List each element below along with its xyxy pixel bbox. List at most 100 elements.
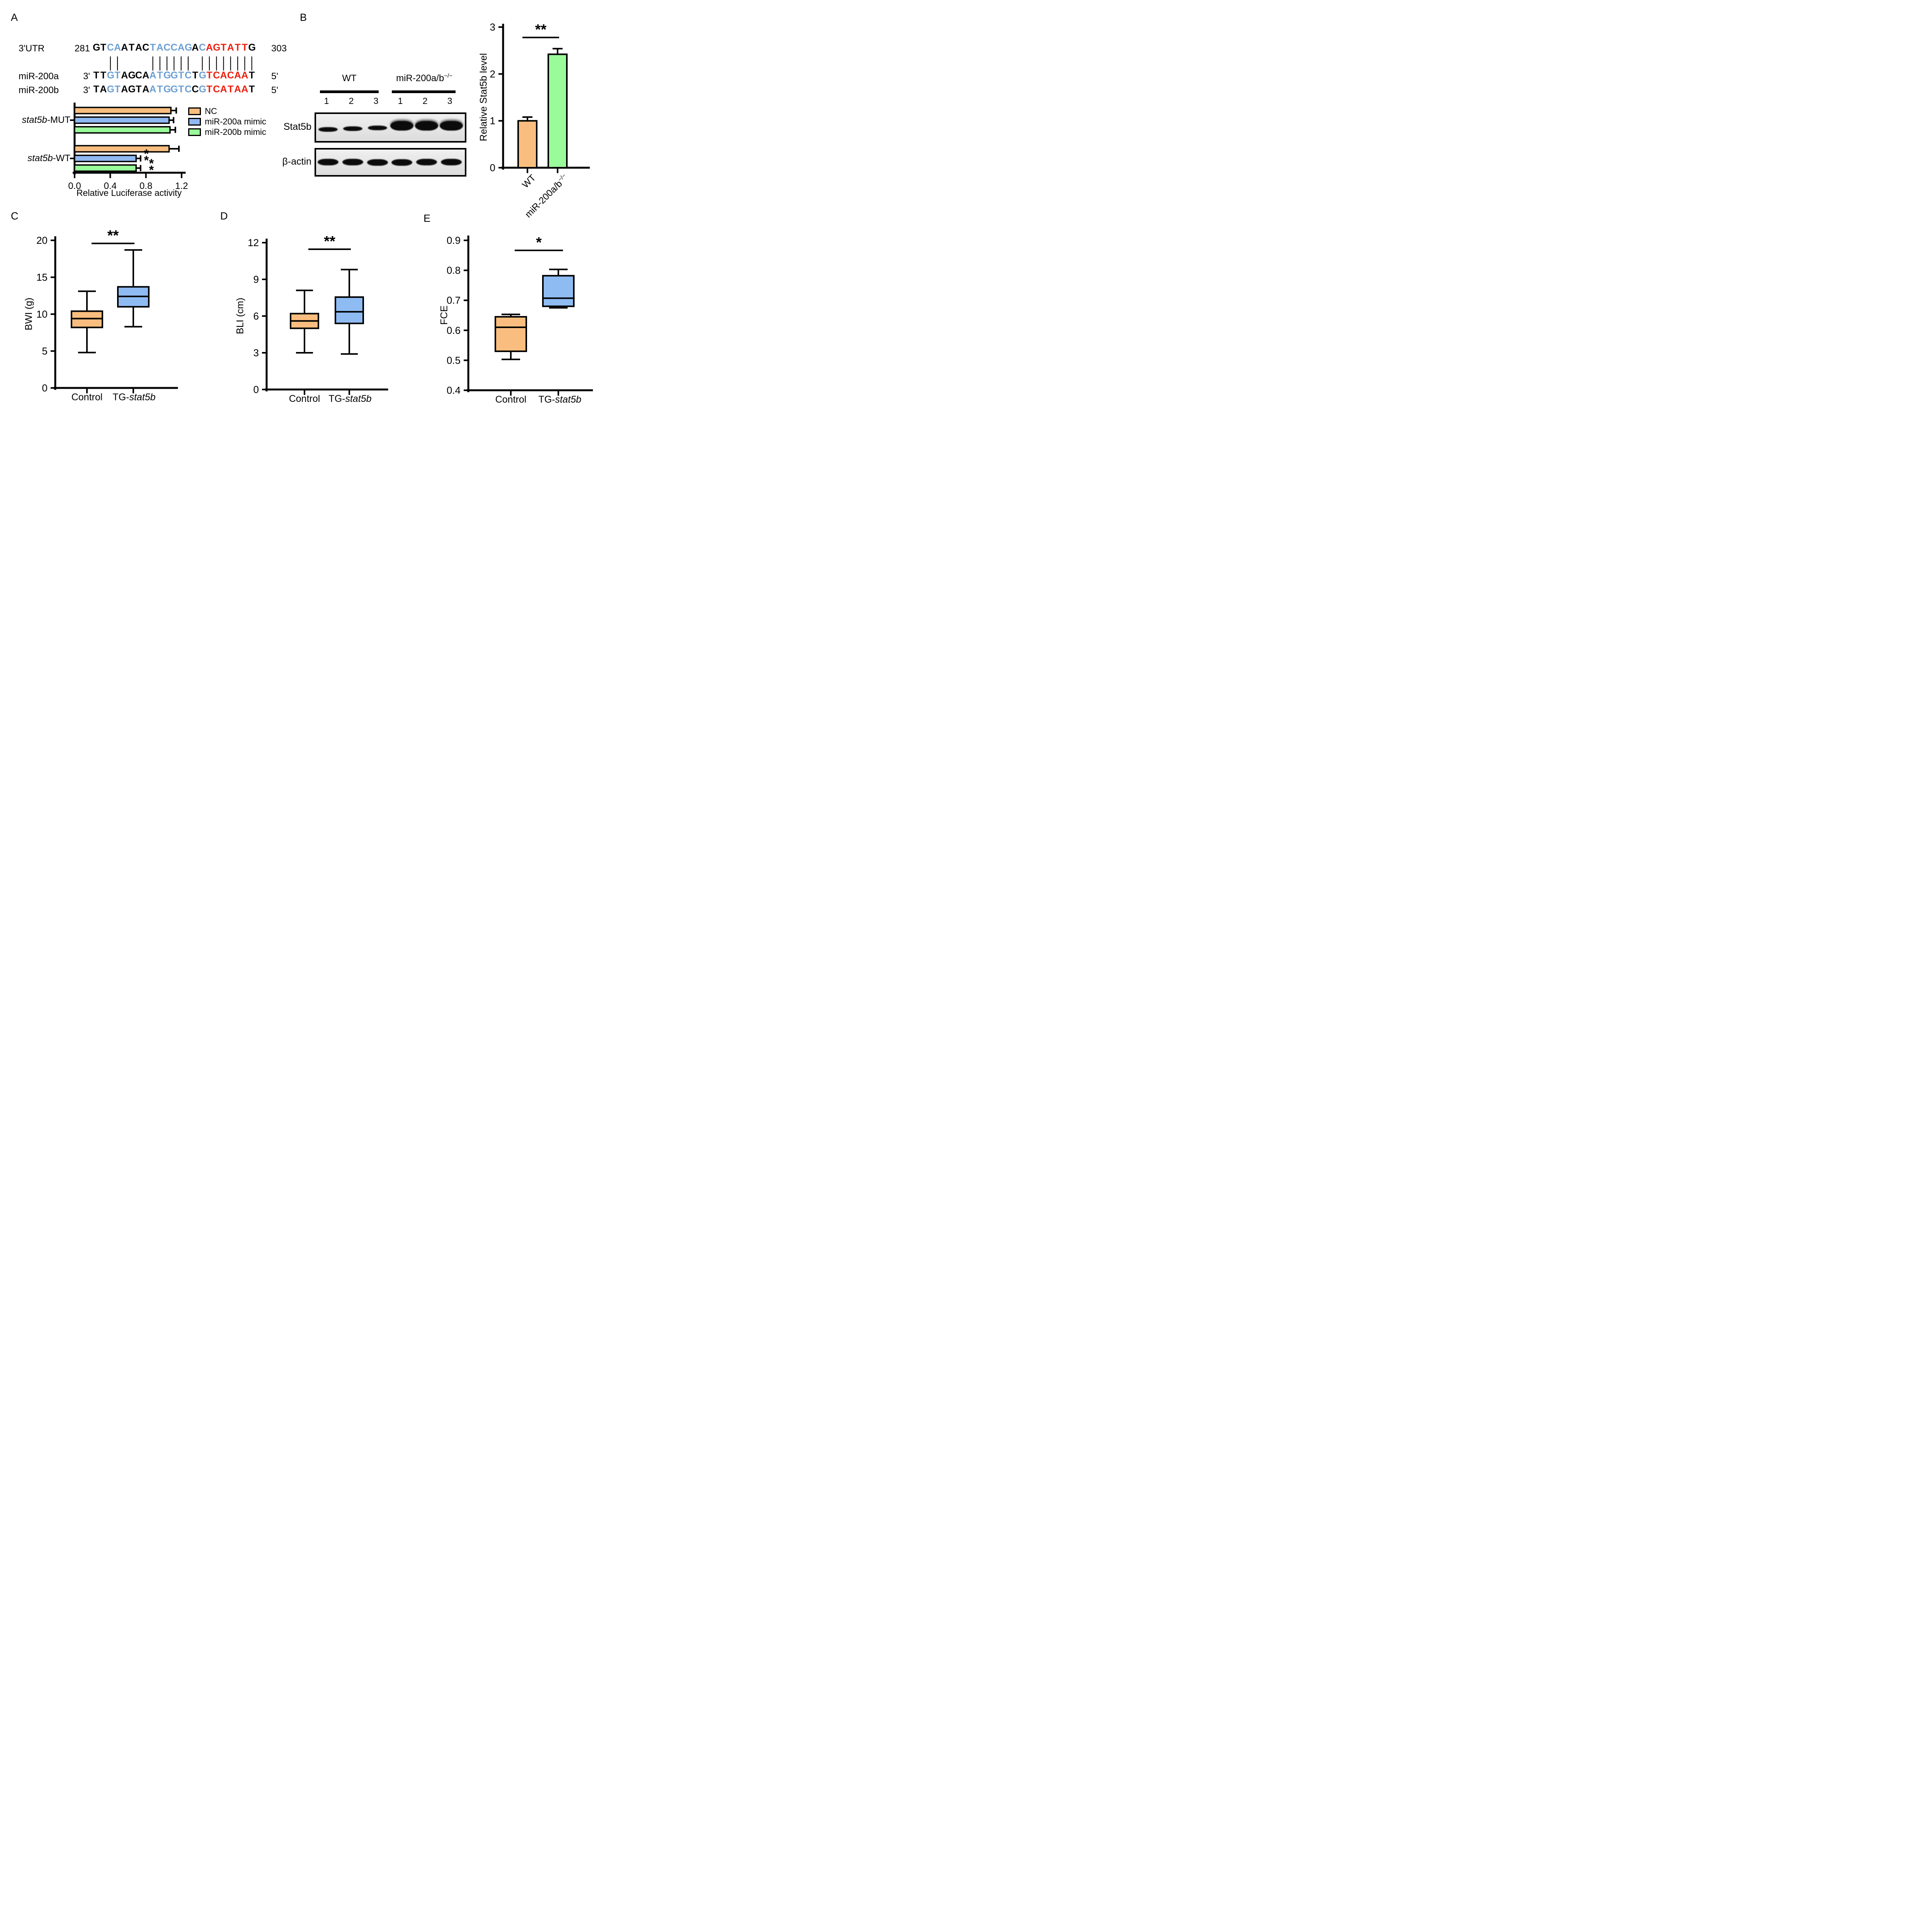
y-tick-label: 3 <box>253 347 259 359</box>
nucleotide: A <box>177 42 185 53</box>
blot-band <box>343 126 362 131</box>
blot-band <box>415 121 438 131</box>
match-bar: | <box>222 53 225 71</box>
lane-number: 2 <box>422 96 428 106</box>
nucleotide: T <box>157 84 163 95</box>
nucleotide: T <box>114 70 121 81</box>
bar-stat5b-MUT-NC <box>74 107 172 114</box>
bar-stat5b-MUT-miR-200b mimic <box>74 126 171 134</box>
lane-number: 1 <box>324 96 329 106</box>
significance-asterisk: * <box>149 156 154 170</box>
box-1 <box>542 275 575 307</box>
nucleotide: A <box>241 84 248 95</box>
luciferase-x-axis-label: Relative Luciferase activity <box>76 188 182 198</box>
sequence-end-label: 5' <box>271 71 278 82</box>
nucleotide: C <box>184 84 192 95</box>
nucleotide: T <box>192 70 198 81</box>
significance-label: ** <box>324 233 335 250</box>
nucleotide: T <box>136 84 142 95</box>
blot-band <box>318 127 338 132</box>
blot-band <box>391 159 412 166</box>
match-bar: | <box>158 53 162 71</box>
nucleotide: G <box>213 42 221 53</box>
stat5b-level-chart: 0 1 2 3 ** <box>490 21 590 173</box>
nucleotide: G <box>184 42 192 53</box>
match-bar <box>93 53 100 71</box>
nucleotide: G <box>199 70 206 81</box>
y-tick-label: 6 <box>253 310 259 322</box>
legend-swatch-mir200a <box>188 117 201 126</box>
y-tick-label: 0.8 <box>447 265 461 276</box>
sequence-row-label: 3'UTR <box>19 43 45 54</box>
xtick-label-tg-stat5b: TG-stat5b <box>538 394 581 405</box>
xtick-label-mir200ab-ko: miR-200a/b−/− <box>508 172 571 235</box>
lane-number: 3 <box>447 96 452 106</box>
group-label-stat5b-mut: stat5b-MUT <box>6 115 70 126</box>
nucleotide: G <box>170 84 178 95</box>
y-tick-label: 0.4 <box>447 384 461 396</box>
match-bar: | <box>208 53 211 71</box>
match-bar: | <box>109 53 112 71</box>
legend-label: miR-200b mimic <box>205 127 266 137</box>
gene-name: stat5b <box>27 153 53 163</box>
mir200a-sequence: T TGTAGCAATGGTCTGTCACAAT <box>93 70 255 81</box>
nucleotide: C <box>192 84 199 95</box>
y-tick-label: 15 <box>36 272 48 283</box>
nucleotide: C <box>163 42 171 53</box>
y-tick-label: 10 <box>36 308 48 320</box>
nucleotide: T <box>100 42 107 53</box>
nucleotide: G <box>128 70 136 81</box>
sequence-end-number: 303 <box>271 43 287 54</box>
significance-label: ** <box>107 228 119 244</box>
nucleotide: C <box>213 84 220 95</box>
bar-stat5b-WT-NC <box>74 145 170 153</box>
nucleotide: T <box>249 84 255 95</box>
group-text: WT <box>342 73 357 83</box>
match-bar: | <box>180 53 183 71</box>
y-tick-label: 5 <box>42 345 48 357</box>
box-0 <box>290 313 319 329</box>
match-bar: | <box>187 53 190 71</box>
mir200b-sequence: TAGTAGTAATGGTCCGTCATAAT <box>93 84 255 95</box>
match-bar <box>192 53 199 71</box>
bli-box-plot: 0 3 6 9 12 ** <box>248 233 388 395</box>
nucleotide: A <box>149 70 156 81</box>
xtick-label-wt: WT <box>508 172 538 202</box>
y-tick-label: 0 <box>253 384 259 395</box>
y-tick-label: 0.9 <box>447 235 461 246</box>
nucleotide: T <box>114 84 121 95</box>
nucleotide: T <box>235 42 241 53</box>
panel-e-letter: E <box>423 213 431 224</box>
nucleotide: A <box>121 84 128 95</box>
nucleotide: A <box>241 70 248 81</box>
category-text: Control <box>289 393 320 404</box>
significance-label: ** <box>535 22 547 38</box>
sequence-row-label: miR-200b <box>19 85 59 95</box>
nucleotide: A <box>227 42 234 53</box>
nucleotide: A <box>121 70 128 81</box>
y-tick-label: 0.5 <box>447 354 461 366</box>
nucleotide: A <box>192 42 199 53</box>
nucleotide: C <box>107 42 114 53</box>
group-superscript: −/− <box>444 73 452 79</box>
match-bar: | <box>250 53 253 71</box>
match-bar <box>128 53 135 71</box>
nucleotide: A <box>135 42 142 53</box>
y-tick-label: 9 <box>253 274 259 285</box>
nucleotide: T <box>178 84 184 95</box>
significance-label: * <box>536 235 542 251</box>
legend-label: miR-200a mimic <box>205 116 266 126</box>
match-bar: | <box>201 53 204 71</box>
sequence-start-number: 281 <box>74 43 90 54</box>
blot-band <box>390 121 413 131</box>
match-bar: | <box>243 53 246 71</box>
sequence-start-label: 3' <box>83 85 90 95</box>
category-text: WT <box>520 172 538 190</box>
nucleotide: T <box>249 70 255 81</box>
legend-item-mir200a-mimic: miR-200a mimic <box>188 116 266 127</box>
sequence-end-label: 5' <box>271 85 278 95</box>
box-0 <box>71 310 103 328</box>
bar-stat5b-MUT-miR-200a mimic <box>74 116 170 124</box>
nucleotide: A <box>142 70 150 81</box>
panel-d-letter: D <box>220 210 228 222</box>
